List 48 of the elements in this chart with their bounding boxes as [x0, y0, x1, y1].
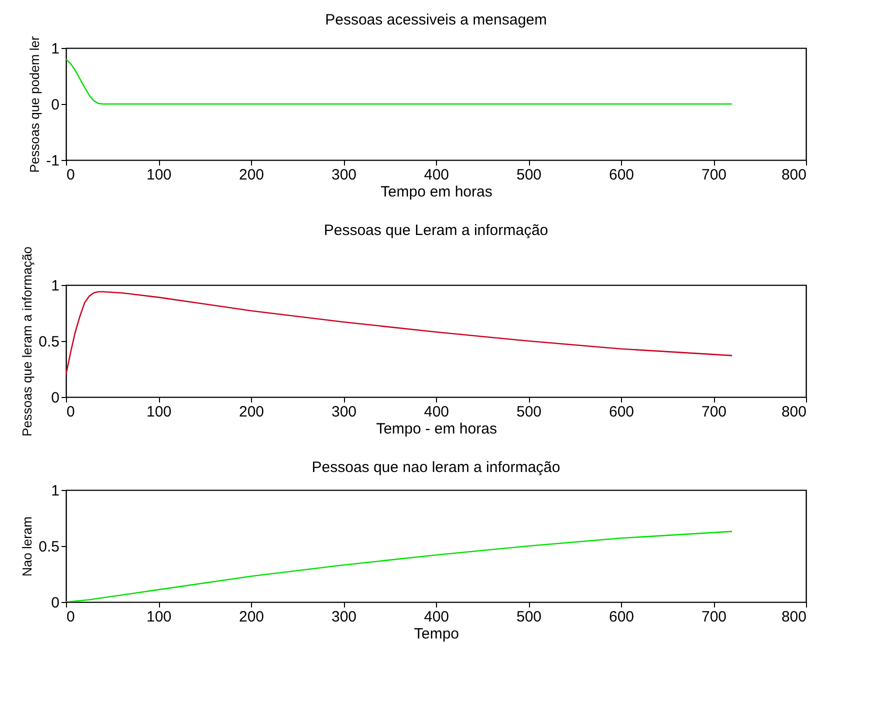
x-tick-label: 300	[331, 404, 357, 420]
y-axis-title: Nao leram	[20, 516, 35, 576]
x-tick-label: 500	[516, 166, 542, 184]
x-axis-title: Tempo - em horas	[376, 420, 497, 438]
x-tick-label: 500	[516, 608, 542, 626]
x-tick-label: 0	[66, 404, 75, 420]
x-tick-label: 0	[66, 608, 75, 626]
x-tick-label: 700	[701, 404, 727, 420]
y-tick-label: 0.5	[38, 334, 60, 350]
x-tick-label: 800	[781, 608, 806, 626]
x-tick-label: 200	[238, 166, 264, 184]
x-tick-label: 700	[701, 608, 727, 626]
x-tick-label: 600	[608, 404, 634, 420]
x-tick-label: 800	[781, 166, 806, 184]
chart-title: Pessoas acessiveis a mensagem	[325, 12, 547, 29]
y-tick-label: 1	[51, 482, 60, 500]
x-tick-label: 400	[424, 608, 450, 626]
x-tick-label: 600	[608, 608, 634, 626]
x-tick-label: 400	[424, 166, 450, 184]
x-tick-label: 100	[146, 404, 172, 420]
x-tick-label: 500	[516, 404, 542, 420]
x-tick-label: 300	[331, 608, 357, 626]
y-tick-label: 1	[51, 278, 60, 294]
line-series	[66, 291, 733, 376]
line-series	[66, 58, 733, 105]
y-tick-label: -1	[46, 152, 60, 170]
x-tick-label: 600	[608, 166, 634, 184]
x-axis-title: Tempo	[414, 626, 460, 642]
y-tick-label: 0	[51, 390, 60, 406]
x-tick-label: 800	[781, 404, 806, 420]
y-tick-label: 1	[51, 40, 60, 58]
x-tick-label: 700	[701, 166, 727, 184]
chart-title: Pessoas que Leram a informação	[324, 222, 548, 239]
x-tick-label: 300	[331, 166, 357, 184]
x-tick-label: 400	[424, 404, 450, 420]
y-tick-label: 0	[51, 96, 60, 114]
y-tick-label: 0.5	[38, 538, 60, 556]
x-axis-title: Tempo em horas	[380, 184, 492, 200]
y-axis-title: Pessoas que leram a informação	[20, 246, 35, 437]
y-tick-label: 0	[51, 594, 60, 612]
x-tick-label: 0	[66, 166, 75, 184]
x-tick-label: 200	[238, 608, 264, 626]
x-tick-label: 100	[146, 166, 172, 184]
x-tick-label: 100	[146, 608, 172, 626]
x-tick-label: 200	[238, 404, 264, 420]
line-series	[66, 530, 733, 602]
y-axis-title: Pessoas que podem ler	[27, 36, 42, 173]
chart-title: Pessoas que nao leram a informação	[312, 459, 560, 476]
